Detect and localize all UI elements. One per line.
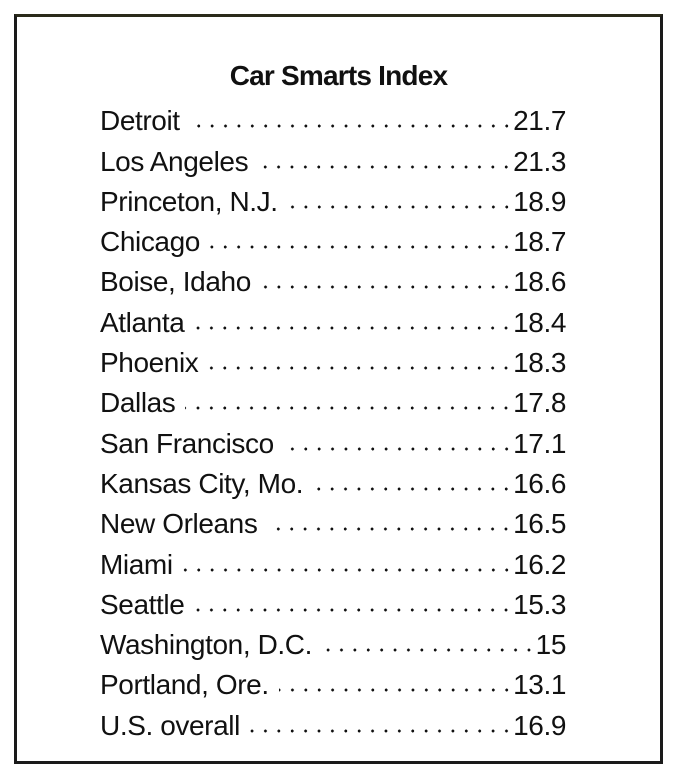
dot-leader — [208, 365, 514, 372]
index-value: 21.7 — [513, 105, 566, 137]
table-row: Los Angeles 21.3 — [100, 137, 566, 177]
index-value: 17.8 — [513, 387, 566, 419]
city-name: Miami — [100, 548, 173, 580]
index-value: 15 — [535, 629, 567, 661]
dot-leader — [321, 647, 536, 654]
index-value: 18.6 — [513, 266, 566, 298]
table-row: Miami 16.2 — [100, 540, 566, 580]
index-value: 16.9 — [513, 709, 566, 741]
index-value: 17.1 — [513, 427, 566, 459]
table-row: Atlanta 18.4 — [100, 298, 566, 338]
city-name: Dallas — [100, 387, 176, 419]
index-value: 21.3 — [513, 145, 566, 177]
dot-leader — [182, 566, 514, 573]
city-name: Seattle — [100, 588, 185, 620]
index-value: 18.3 — [513, 347, 566, 379]
city-name: San Francisco — [100, 427, 274, 459]
city-name: Kansas City, Mo. — [100, 467, 304, 499]
city-name: Atlanta — [100, 306, 185, 338]
index-value: 18.4 — [513, 306, 566, 338]
table-row: Portland, Ore. 13.1 — [100, 661, 566, 701]
city-name: Portland, Ore. — [100, 669, 269, 701]
table-frame: Car Smarts Index Detroit 21.7 Los Angeles 2… — [14, 14, 663, 764]
index-value: 15.3 — [513, 588, 566, 620]
city-name: Phoenix — [100, 347, 199, 379]
table-row: Detroit 21.7 — [100, 97, 566, 137]
city-name: U.S. overall — [100, 709, 240, 741]
city-name: Los Angeles — [100, 145, 249, 177]
index-value: 16.6 — [513, 467, 566, 499]
city-name: Boise, Idaho — [100, 266, 251, 298]
dot-leader — [260, 284, 514, 291]
chart-title: Car Smarts Index — [229, 60, 448, 91]
city-name: Chicago — [100, 226, 200, 258]
table-row: Phoenix 18.3 — [100, 339, 566, 379]
dot-leader — [194, 324, 514, 331]
city-name: Detroit — [100, 105, 180, 137]
dot-leader — [194, 606, 514, 613]
index-value: 16.2 — [513, 548, 566, 580]
index-value: 16.5 — [513, 508, 566, 540]
dot-leader — [278, 687, 514, 694]
table-row: Chicago 18.7 — [100, 218, 566, 258]
dot-leader — [258, 163, 514, 170]
table-row: New Orleans 16.5 — [100, 500, 566, 540]
table-row: Princeton, N.J. 18.9 — [100, 178, 566, 218]
city-name: Princeton, N.J. — [100, 185, 278, 217]
dot-leader — [249, 727, 514, 734]
city-name: Washington, D.C. — [100, 629, 312, 661]
dot-leader — [287, 203, 514, 210]
table-row: Kansas City, Mo. 16.6 — [100, 460, 566, 500]
dot-leader — [185, 405, 514, 412]
dot-leader — [283, 445, 514, 452]
table-body: Detroit 21.7 Los Angeles 21.3 Princeton, N.J… — [100, 97, 566, 742]
table-row: Seattle 15.3 — [100, 581, 566, 621]
dot-leader — [267, 526, 514, 533]
index-value: 13.1 — [513, 669, 566, 701]
table-row: San Francisco 17.1 — [100, 419, 566, 459]
dot-leader — [313, 485, 514, 492]
dot-leader — [209, 244, 514, 251]
index-value: 18.7 — [513, 226, 566, 258]
table-row: U.S. overall 16.9 — [100, 701, 566, 741]
city-name: New Orleans — [100, 508, 258, 540]
table-row: Dallas 17.8 — [100, 379, 566, 419]
table-row: Boise, Idaho 18.6 — [100, 258, 566, 298]
index-value: 18.9 — [513, 185, 566, 217]
table-row: Washington, D.C. 15 — [100, 621, 566, 661]
dot-leader — [189, 123, 514, 130]
